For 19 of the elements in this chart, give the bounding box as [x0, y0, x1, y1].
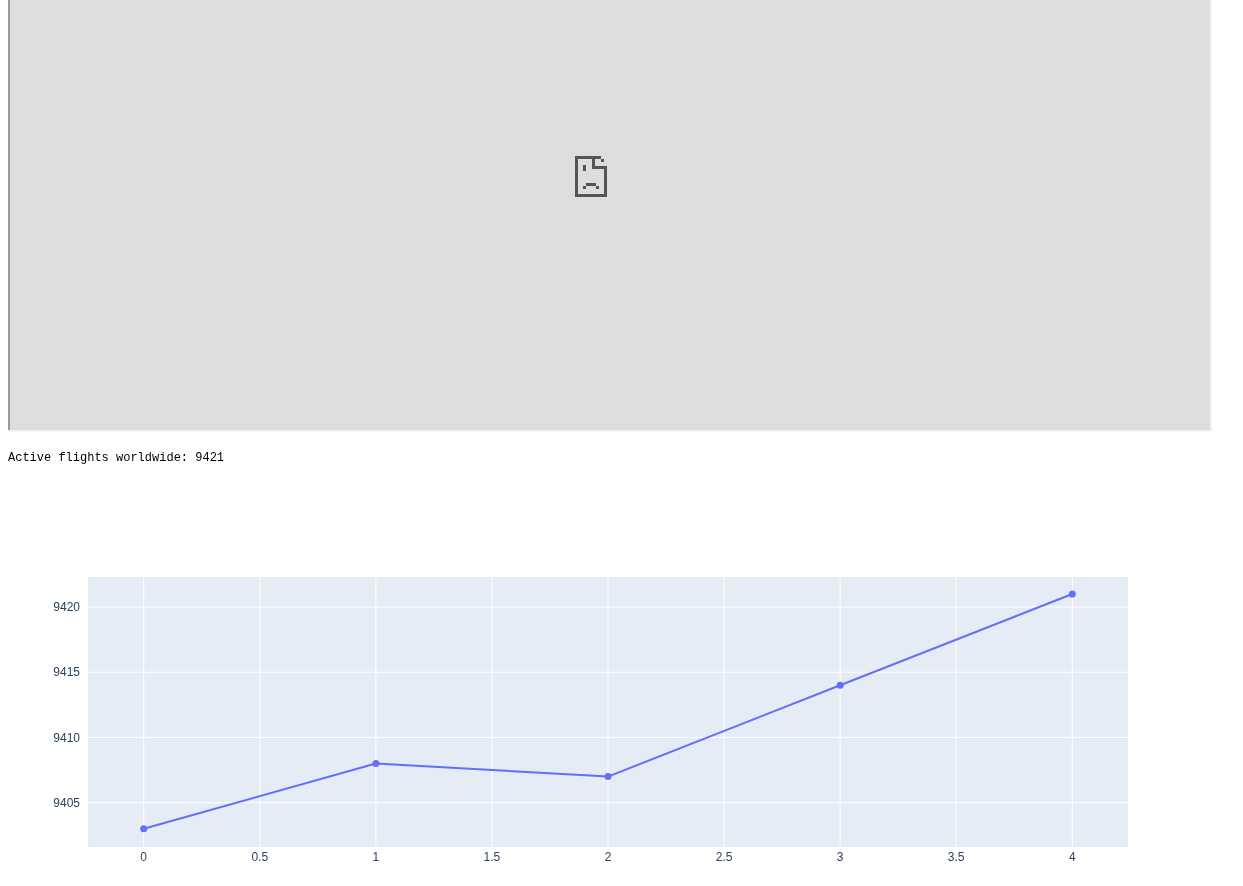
chart-title: Active flights worldwide: 9421: [8, 451, 225, 465]
y-tick-label: 9420: [53, 600, 81, 615]
point: [604, 773, 612, 781]
x-tick-label: 1: [372, 850, 380, 864]
y-tick-label: 9410: [53, 730, 81, 745]
x-tick-label: 2: [604, 850, 612, 864]
x-tick-label: 0: [140, 850, 148, 864]
point: [140, 825, 148, 833]
x-tick-label: 3.5: [947, 850, 965, 864]
point: [372, 760, 380, 768]
x-tick-label: 1.5: [483, 850, 501, 864]
point: [1068, 590, 1076, 598]
x-tick-label: 2.5: [715, 850, 733, 864]
x-tick-label: 4: [1068, 850, 1076, 864]
point: [836, 681, 844, 689]
x-tick-label: 0.5: [251, 850, 269, 864]
x-tick-label: 3: [836, 850, 844, 864]
y-tick-label: 9415: [53, 665, 81, 680]
y-tick-label: 9405: [53, 795, 81, 810]
